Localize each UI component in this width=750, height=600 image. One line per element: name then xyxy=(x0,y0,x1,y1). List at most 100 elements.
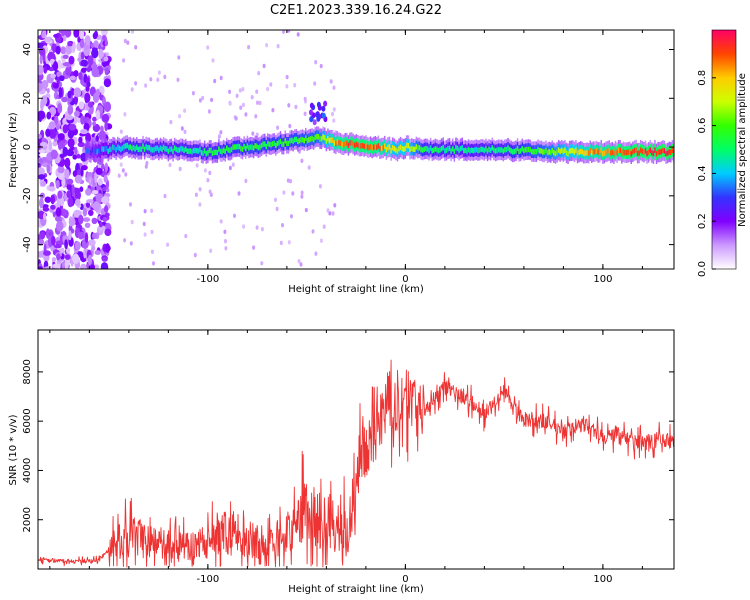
ridge-core xyxy=(564,147,566,153)
noise-blob xyxy=(66,149,75,157)
ridge-core xyxy=(545,148,547,154)
ridge-core xyxy=(186,148,188,154)
ridge-core xyxy=(387,144,389,151)
noise-blob xyxy=(84,222,91,228)
ridge-core xyxy=(316,133,318,140)
noise-blob xyxy=(87,101,94,108)
noise-speck xyxy=(271,108,275,113)
noise-blob xyxy=(82,217,91,222)
ridge-core xyxy=(210,147,212,154)
ridge-core xyxy=(507,145,509,151)
noise-blob xyxy=(104,205,109,213)
ridge-core xyxy=(395,147,397,153)
ridge-blob xyxy=(309,116,314,123)
noise-blob xyxy=(92,121,97,126)
ridge-core xyxy=(290,137,293,143)
noise-blob xyxy=(58,87,63,99)
noise-blob xyxy=(98,221,103,228)
noise-blob xyxy=(60,46,66,55)
noise-speck xyxy=(219,219,223,224)
y-tick-label: 0 xyxy=(22,144,33,150)
ridge-core xyxy=(249,144,252,150)
noise-speck xyxy=(333,203,337,208)
ridge-core xyxy=(425,146,427,152)
noise-blob xyxy=(105,187,110,193)
noise-blob xyxy=(62,54,69,60)
ridge-core xyxy=(657,149,659,155)
ridge-core xyxy=(357,142,359,148)
noise-blob xyxy=(85,132,92,143)
ridge-core xyxy=(208,147,211,154)
ridge-core xyxy=(189,148,192,154)
noise-blob xyxy=(61,58,66,64)
ridge-core xyxy=(300,137,302,143)
noise-blob xyxy=(78,72,83,81)
noise-speck xyxy=(258,100,262,106)
ridge-core xyxy=(534,148,536,155)
ridge-core xyxy=(622,149,625,155)
ridge-core xyxy=(143,146,146,152)
noise-blob xyxy=(104,228,112,237)
ridge-core xyxy=(161,146,163,152)
noise-blob xyxy=(87,55,94,66)
ridge-core xyxy=(445,147,448,153)
noise-blob xyxy=(101,30,108,37)
ridge-core xyxy=(635,147,637,153)
noise-blob xyxy=(57,103,63,114)
noise-speck xyxy=(169,119,173,125)
ridge-core xyxy=(341,142,343,148)
noise-speck xyxy=(287,240,291,245)
noise-blob xyxy=(62,146,69,157)
noise-speck xyxy=(123,38,127,44)
ridge-core xyxy=(172,148,174,154)
colorbar: 0.0 0.2 0.4 0.6 0.8 Normalized spectral ampl… xyxy=(697,29,748,277)
ridge-core xyxy=(580,148,582,155)
noise-blob xyxy=(78,136,83,144)
noise-speck xyxy=(285,74,289,80)
noise-speck xyxy=(331,111,334,117)
ridge-core xyxy=(575,147,577,153)
noise-blob xyxy=(68,123,77,131)
ridge-core xyxy=(305,135,307,141)
noise-blob xyxy=(66,178,74,185)
ridge-core xyxy=(248,145,250,151)
noise-speck xyxy=(123,112,127,117)
noise-speck xyxy=(291,191,295,196)
ridge-core xyxy=(466,148,468,154)
ridge-core xyxy=(592,148,595,155)
ridge-core xyxy=(398,146,400,152)
noise-blob xyxy=(58,75,65,82)
ridge-core xyxy=(240,145,242,152)
ridge-core xyxy=(589,148,591,154)
noise-speck xyxy=(311,229,315,234)
noise-speck xyxy=(276,44,280,49)
y-tick-label: 2000 xyxy=(22,507,33,532)
ridge-core xyxy=(148,145,151,151)
noise-speck xyxy=(252,245,256,250)
ridge-core xyxy=(376,144,378,150)
noise-speck xyxy=(247,45,251,50)
ridge-core xyxy=(426,146,429,152)
noise-blob xyxy=(61,96,68,103)
ridge-core xyxy=(523,147,525,154)
noise-blob xyxy=(55,179,60,189)
noise-blob xyxy=(103,56,109,62)
ridge-core xyxy=(651,149,653,156)
colorbar-tick-label: 0.8 xyxy=(697,70,708,86)
noise-blob xyxy=(81,67,87,73)
noise-blob xyxy=(88,209,94,216)
ridge-core xyxy=(99,148,102,155)
ridge-core xyxy=(91,147,94,153)
noise-speck xyxy=(126,40,130,45)
colorbar-tick-label: 0.2 xyxy=(697,213,708,229)
ridge-core xyxy=(117,144,119,150)
ridge-core xyxy=(562,148,565,155)
ridge-core xyxy=(551,148,553,154)
noise-blob xyxy=(44,196,52,203)
colorbar-scale xyxy=(711,29,737,270)
noise-blob xyxy=(104,67,110,76)
ridge-core xyxy=(178,147,181,153)
noise-blob xyxy=(66,190,72,199)
noise-blob xyxy=(82,207,88,217)
noise-blob xyxy=(58,160,65,168)
